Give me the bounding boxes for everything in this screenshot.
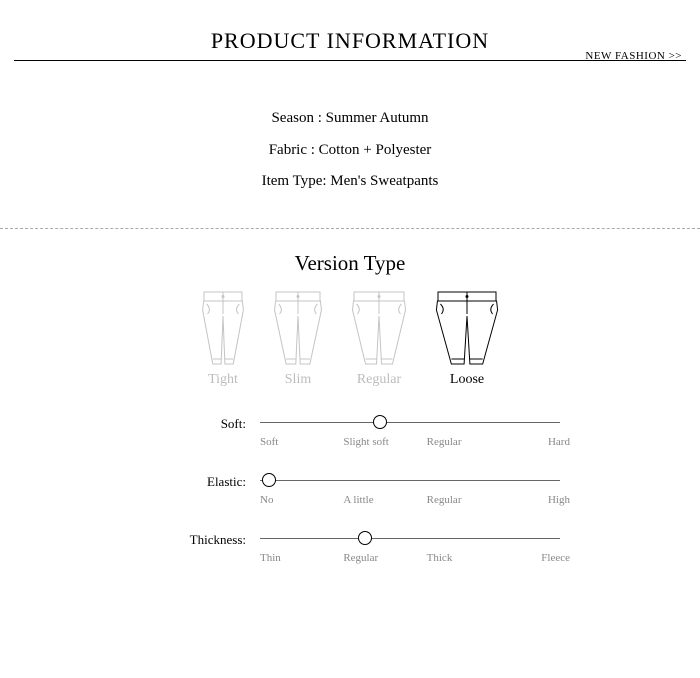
version-option-loose[interactable]: Loose (434, 290, 500, 388)
version-type-options: Tight Slim Regular (0, 290, 700, 388)
slider-tick: Soft (260, 436, 320, 448)
dashed-divider (0, 228, 700, 229)
slider-soft: Soft:Soft Slight soft Regular Hard (0, 416, 700, 448)
new-fashion-link[interactable]: NEW FASHION >> (585, 50, 682, 62)
slider-tick: Hard (510, 436, 570, 448)
version-option-label: Slim (272, 372, 324, 388)
slider-tick: Thick (427, 552, 487, 564)
slider-label: Elastic: (0, 474, 260, 490)
slider-track[interactable]: SoftSlight softRegularHard (260, 416, 560, 448)
slider-tick: High (510, 494, 570, 506)
slider-label: Soft: (0, 416, 260, 432)
slider-knob[interactable] (373, 415, 387, 429)
product-details: Season : Summer Autumn Fabric : Cotton +… (0, 103, 700, 198)
attribute-sliders: Soft:Soft Slight soft Regular Hard Elastic:N… (0, 416, 700, 564)
detail-season: Season : Summer Autumn (0, 103, 700, 135)
version-option-tight[interactable]: Tight (200, 290, 246, 388)
detail-fabric: Fabric : Cotton + Polyester (0, 135, 700, 167)
pants-icon (434, 290, 500, 366)
version-option-regular[interactable]: Regular (350, 290, 408, 388)
slider-tick: Regular (427, 494, 487, 506)
slider-tick: Thin (260, 552, 320, 564)
slider-tick: Regular (343, 552, 403, 564)
version-option-label: Loose (434, 372, 500, 388)
pants-icon (272, 290, 324, 366)
slider-label: Thickness: (0, 532, 260, 548)
slider-elastic: Elastic:No A little Regular High (0, 474, 700, 506)
slider-tick: Fleece (510, 552, 570, 564)
detail-item-type: Item Type: Men's Sweatpants (0, 166, 700, 198)
slider-track[interactable]: NoA littleRegularHigh (260, 474, 560, 506)
slider-tick: A little (343, 494, 403, 506)
slider-knob[interactable] (358, 531, 372, 545)
slider-thickness: Thickness:Thin Regular Thick Fleece (0, 532, 700, 564)
slider-tick-labels: Thin Regular Thick Fleece (260, 552, 570, 564)
version-type-heading: Version Type (0, 251, 700, 276)
slider-tick: No (260, 494, 320, 506)
slider-track[interactable]: ThinRegularThickFleece (260, 532, 560, 564)
version-option-slim[interactable]: Slim (272, 290, 324, 388)
pants-icon (200, 290, 246, 366)
slider-tick: Slight soft (343, 436, 403, 448)
slider-knob[interactable] (262, 473, 276, 487)
slider-tick: Regular (427, 436, 487, 448)
slider-tick-labels: No A little Regular High (260, 494, 570, 506)
version-option-label: Tight (200, 372, 246, 388)
version-option-label: Regular (350, 372, 408, 388)
slider-tick-labels: Soft Slight soft Regular Hard (260, 436, 570, 448)
pants-icon (350, 290, 408, 366)
